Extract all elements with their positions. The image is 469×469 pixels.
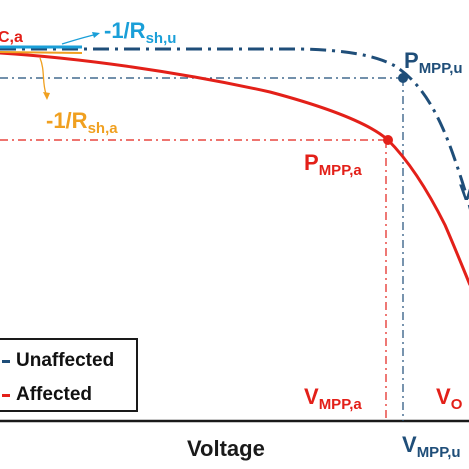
legend: Unaffected Affected — [0, 338, 138, 412]
legend-item-unaffected: Unaffected — [2, 350, 114, 372]
mpp-unaffected-label: PMPP,u — [404, 48, 463, 77]
series-unaffected-line — [0, 47, 469, 210]
rsh-affected-arrowhead — [43, 92, 50, 100]
series-affected-line — [0, 51, 469, 286]
voc-affected-label: VO — [436, 384, 463, 413]
legend-label-affected: Affected — [16, 384, 93, 405]
legend-item-affected: Affected — [2, 384, 92, 406]
rsh-affected-arrow — [39, 57, 47, 95]
rsh-unaffected-arrowhead — [92, 32, 100, 38]
legend-swatch-solid — [2, 393, 10, 397]
unaffected-mpp-marker — [398, 73, 408, 83]
x-axis-label: Voltage — [187, 436, 265, 461]
voc-unaffected-label-partial: V — [459, 180, 469, 205]
legend-label-unaffected: Unaffected — [16, 350, 115, 371]
vmpp-affected-label: VMPP,a — [304, 384, 362, 413]
isc-affected-label: C,a — [0, 29, 23, 46]
affected-mpp-marker — [383, 135, 393, 145]
rsh-unaffected-label: -1/Rsh,u — [104, 18, 176, 47]
legend-swatch-dashdot — [2, 359, 10, 363]
mpp-affected-label: PMPP,a — [304, 150, 362, 179]
rsh-affected-label: -1/Rsh,a — [46, 108, 118, 137]
rsh-affected-segment — [0, 51, 83, 54]
rsh-unaffected-arrow — [61, 33, 99, 45]
vmpp-unaffected-label: VMPP,u — [402, 432, 461, 461]
